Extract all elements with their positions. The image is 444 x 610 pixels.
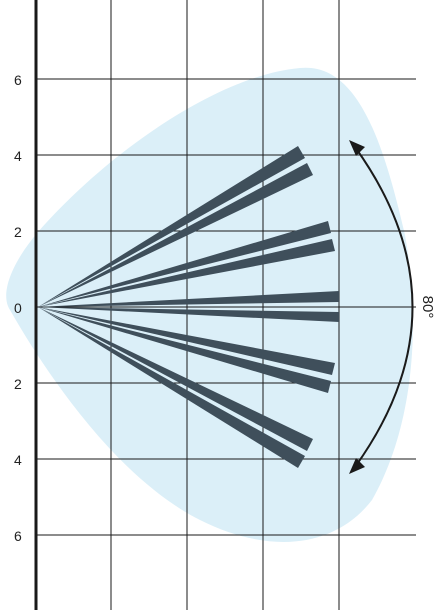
y-tick-labels: 6 4 2 0 2 4 6 [14,72,22,544]
detection-beam [38,307,335,375]
y-tick-label: 6 [14,72,22,88]
coverage-zone [6,67,413,542]
detection-beam [38,291,339,307]
angle-label: 80° [419,296,436,319]
detection-beam [38,239,335,307]
y-tick-label: 6 [14,528,22,544]
y-tick-label: 0 [14,300,22,316]
detection-beam [38,307,339,322]
angle-arc [349,140,414,474]
y-tick-label: 4 [14,452,22,468]
y-tick-label: 2 [14,224,22,240]
arrowhead-down-icon [349,458,365,474]
detection-beam [38,163,313,307]
y-tick-label: 2 [14,376,22,392]
detection-beam [38,307,331,393]
detection-beam [38,307,313,451]
detection-beam [38,146,305,307]
beam-group [38,146,339,468]
angle-arc-line [354,146,414,468]
y-tick-label: 4 [14,148,22,164]
detection-beam [38,307,305,468]
detection-beam [38,221,331,307]
arrowhead-up-icon [349,140,365,156]
